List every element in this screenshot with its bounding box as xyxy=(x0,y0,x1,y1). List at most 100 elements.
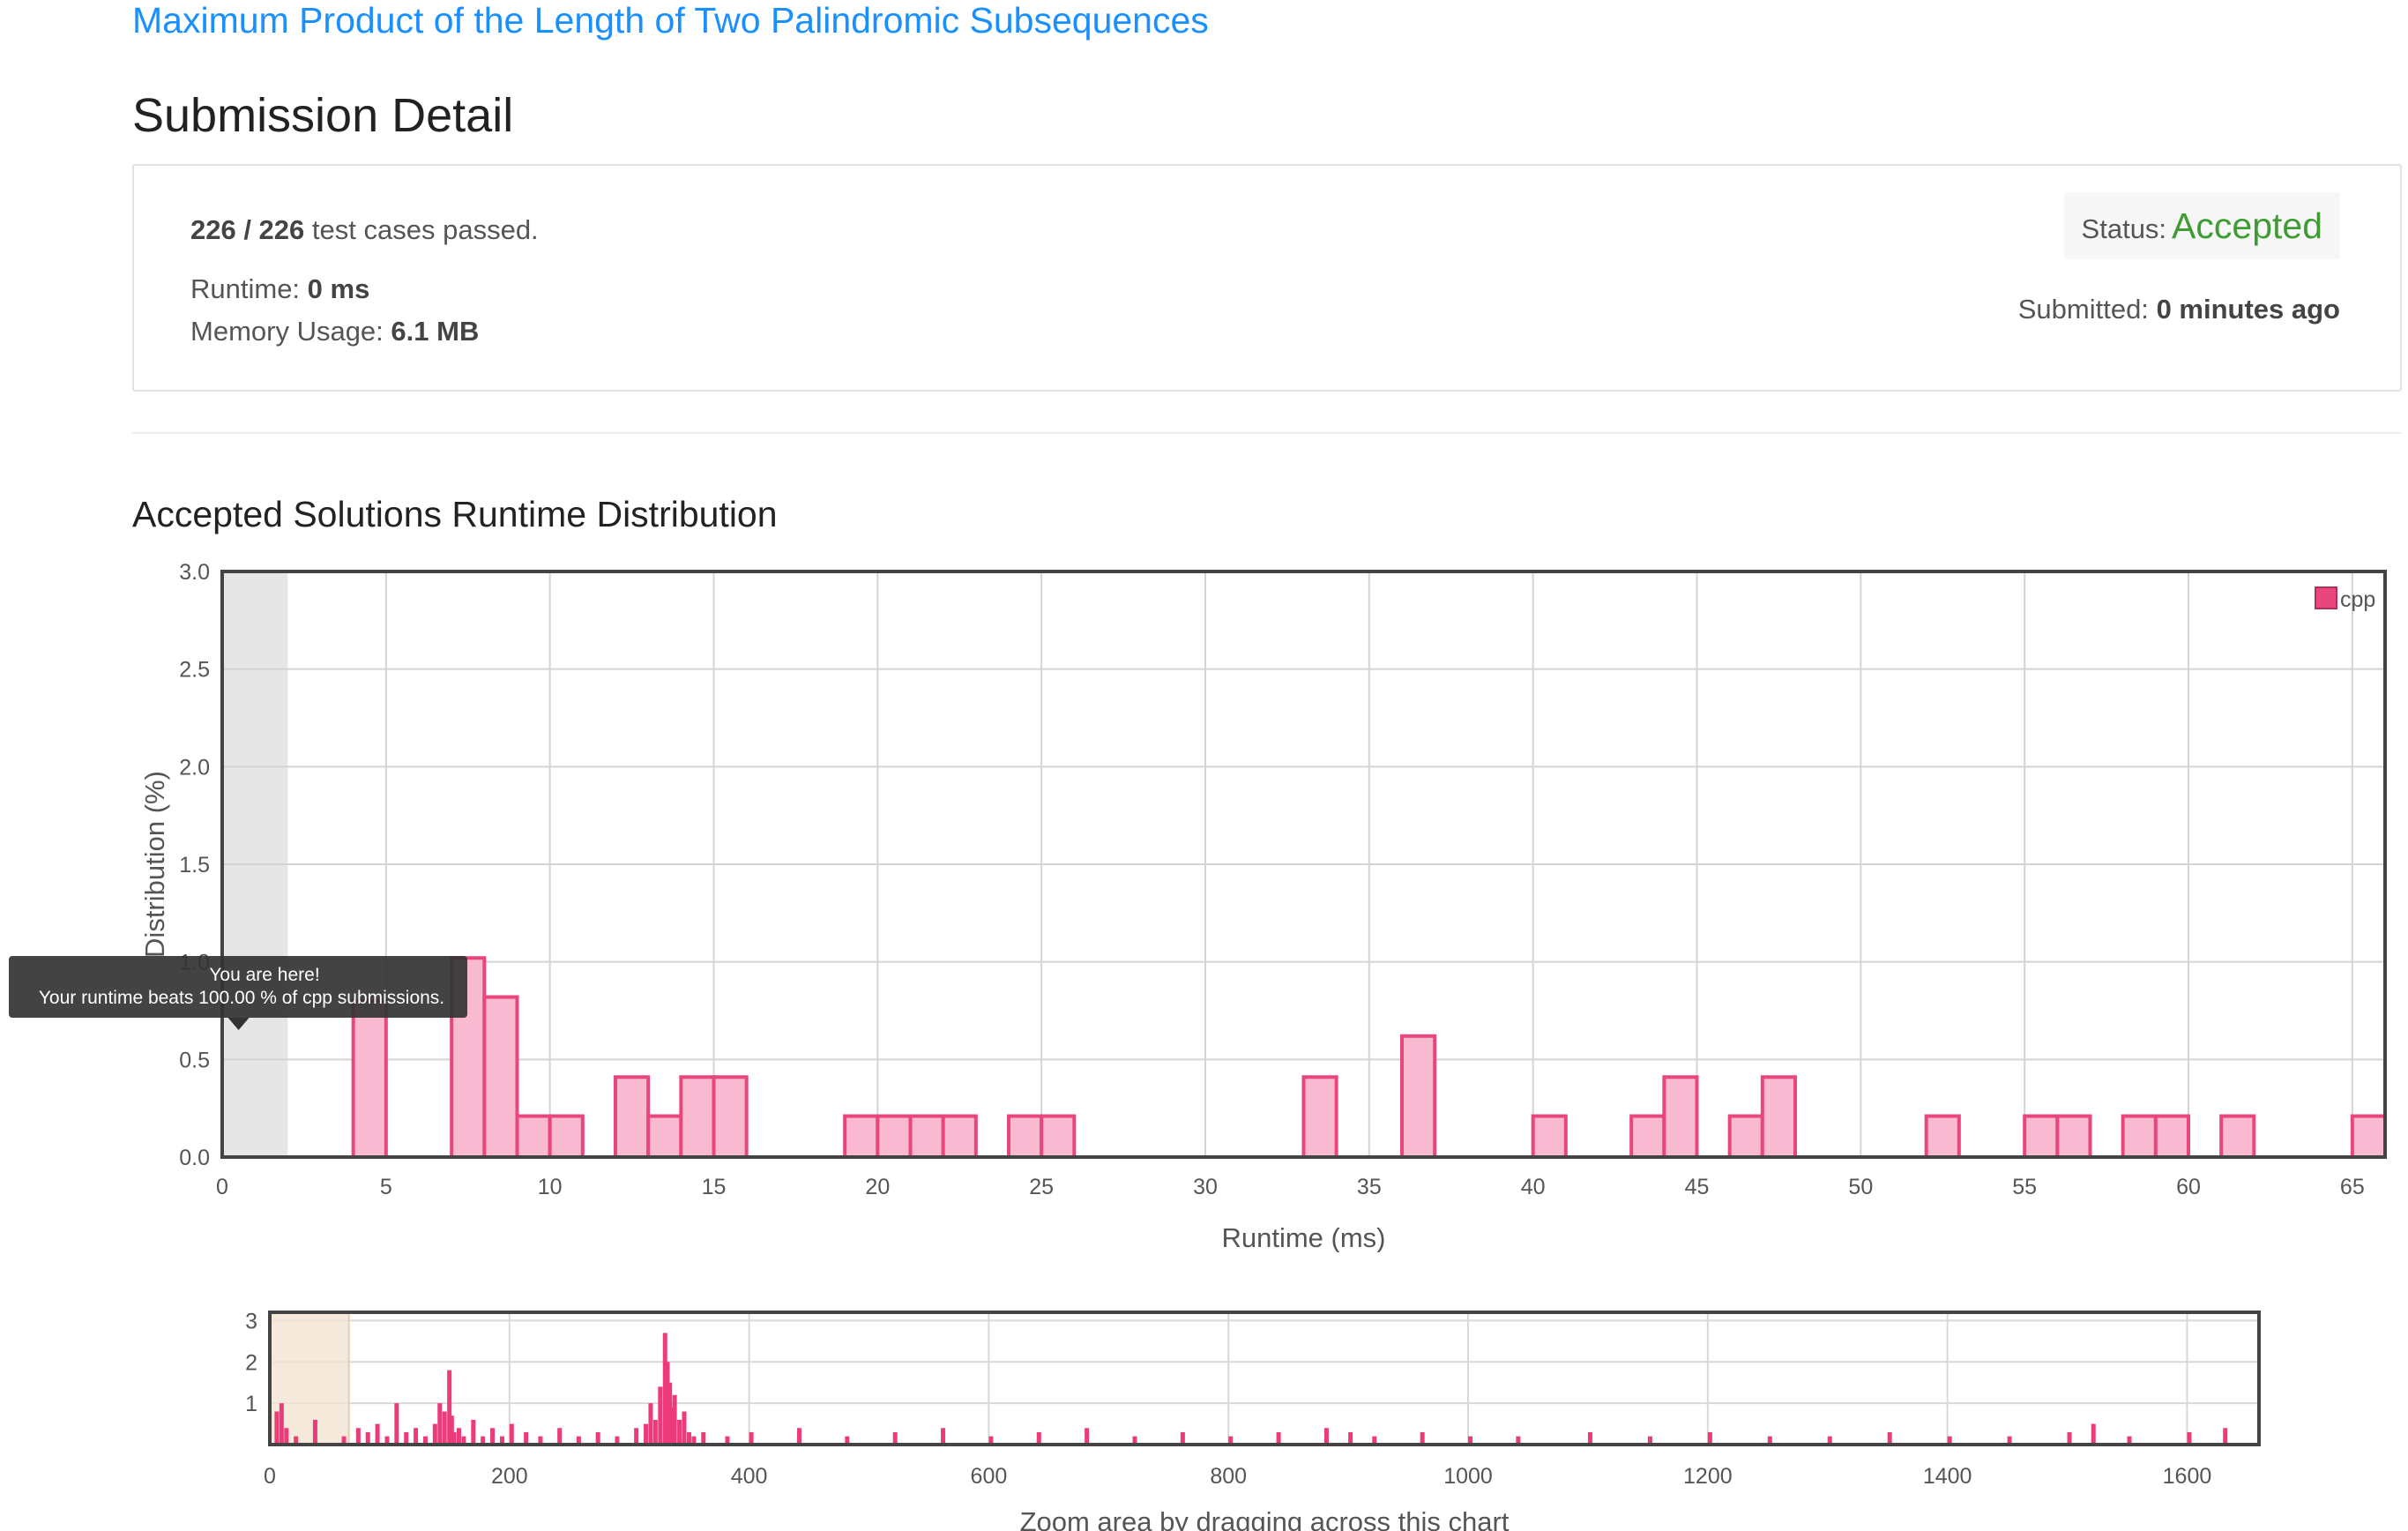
nav-bar xyxy=(634,1428,639,1445)
x-tick-label: 45 xyxy=(1685,1175,1710,1199)
nav-x-tick-label: 200 xyxy=(491,1464,528,1489)
histogram-bar xyxy=(843,1114,880,1160)
page-title: Submission Detail xyxy=(132,89,514,142)
runtime-label: Runtime: xyxy=(190,273,301,304)
nav-x-tick-label: 600 xyxy=(971,1464,1008,1489)
nav-bar xyxy=(1372,1436,1377,1445)
tooltip-pointer xyxy=(227,1018,250,1030)
histogram-bar xyxy=(515,1114,552,1160)
y-tick-label: 2.0 xyxy=(179,755,210,780)
runtime-value: 0 ms xyxy=(307,273,370,304)
nav-x-tick-label: 1400 xyxy=(1923,1464,1972,1489)
nav-y-tick-label: 3 xyxy=(245,1309,257,1333)
nav-bar xyxy=(595,1431,600,1445)
nav-bar xyxy=(662,1333,667,1445)
nav-bar xyxy=(686,1431,691,1445)
nav-bar xyxy=(665,1362,670,1445)
y-tick-label: 2.5 xyxy=(179,658,210,683)
x-axis-title: Runtime (ms) xyxy=(1221,1222,1385,1252)
nav-bar xyxy=(1323,1428,1329,1445)
nav-bar xyxy=(725,1436,730,1445)
nav-bar xyxy=(1085,1428,1090,1445)
histogram-bar xyxy=(2055,1114,2092,1160)
nav-bar xyxy=(1420,1431,1425,1445)
runtime-tooltip xyxy=(9,956,467,1018)
histogram-bar xyxy=(614,1075,651,1160)
histogram-bar xyxy=(2350,1114,2387,1160)
histogram-bar xyxy=(351,998,388,1160)
nav-bar xyxy=(1767,1436,1772,1445)
nav-bar xyxy=(499,1436,504,1445)
nav-bar xyxy=(294,1436,299,1445)
nav-bar xyxy=(2127,1436,2132,1445)
histogram-bar xyxy=(1040,1114,1077,1160)
nav-bar xyxy=(355,1428,361,1445)
nav-bar xyxy=(648,1403,653,1445)
nav-bar xyxy=(1647,1436,1652,1445)
nav-plot-frame xyxy=(268,1311,2261,1446)
histogram-bar xyxy=(876,1114,913,1160)
histogram-bar xyxy=(941,1114,978,1160)
nav-bar xyxy=(461,1436,466,1445)
histogram-bar xyxy=(1007,1114,1044,1160)
x-tick-label: 5 xyxy=(380,1175,392,1199)
histogram-bar xyxy=(1924,1114,1961,1160)
tooltip-line-2: Your runtime beats 100.00 % of cpp submi… xyxy=(39,988,444,1008)
submitted-time: Submitted: 0 minutes ago xyxy=(2018,294,2340,325)
nav-bar xyxy=(892,1431,898,1445)
x-tick-label: 10 xyxy=(538,1175,563,1199)
nav-bar xyxy=(471,1419,476,1445)
nav-bar xyxy=(1132,1436,1137,1445)
nav-bar xyxy=(437,1403,443,1445)
y-tick-label: 0.0 xyxy=(179,1146,210,1170)
nav-bar xyxy=(432,1423,437,1445)
x-tick-label: 40 xyxy=(1521,1175,1546,1199)
nav-bar xyxy=(615,1436,620,1445)
legend-swatch[interactable] xyxy=(2315,586,2337,609)
nav-bar xyxy=(449,1415,454,1445)
x-tick-label: 35 xyxy=(1357,1175,1382,1199)
nav-bar xyxy=(442,1411,447,1445)
nav-bar xyxy=(669,1407,675,1445)
y-tick-label: 3.0 xyxy=(179,560,210,585)
nav-bar xyxy=(1887,1431,1892,1445)
histogram-bar xyxy=(2023,1114,2060,1160)
nav-x-tick-label: 0 xyxy=(264,1464,276,1489)
histogram-bar xyxy=(1531,1114,1568,1160)
nav-zoom-hint: Zoom area by dragging across this chart xyxy=(1020,1506,1510,1531)
nav-bar xyxy=(796,1428,801,1445)
nav-bar xyxy=(457,1428,462,1445)
nav-bar xyxy=(941,1428,946,1445)
runtime-row: Runtime: 0 ms xyxy=(190,273,369,305)
x-tick-label: 15 xyxy=(702,1175,727,1199)
memory-row: Memory Usage: 6.1 MB xyxy=(190,316,479,347)
histogram-bar xyxy=(646,1114,683,1160)
nav-bar xyxy=(1947,1436,1952,1445)
nav-bar xyxy=(749,1431,754,1445)
nav-bar xyxy=(644,1423,649,1445)
tooltip-line-1: You are here! xyxy=(209,965,319,985)
test-cases-passed: 226 / 226 test cases passed. xyxy=(190,214,539,246)
nav-bar xyxy=(312,1419,317,1445)
status-accepted: Accepted xyxy=(2172,205,2322,246)
nav-bar xyxy=(2223,1428,2228,1445)
runtime-distribution-chart[interactable]: 051015202530354045505560650.00.51.01.52.… xyxy=(0,547,2408,1252)
nav-bar xyxy=(1587,1431,1592,1445)
legend-label-cpp[interactable]: cpp xyxy=(2340,587,2375,612)
nav-x-tick-label: 1600 xyxy=(2163,1464,2212,1489)
nav-bar xyxy=(701,1431,706,1445)
problem-title-link[interactable]: Maximum Product of the Length of Two Pal… xyxy=(132,0,1209,41)
status-label: Status: xyxy=(2081,213,2167,244)
histogram-bar xyxy=(482,995,519,1159)
zoom-navigator-chart[interactable]: 0 200 400 600 800 1000 1200 1400 1600 1 2 3 Zoom are… xyxy=(0,1288,2408,1531)
nav-bar xyxy=(691,1436,697,1445)
nav-bar xyxy=(274,1411,280,1445)
histogram-bar xyxy=(1760,1075,1798,1160)
x-tick-label: 65 xyxy=(2340,1175,2365,1199)
submitted-label: Submitted: xyxy=(2017,294,2149,325)
nav-plot-background xyxy=(270,1312,2259,1445)
section-divider xyxy=(132,432,2402,434)
x-tick-label: 0 xyxy=(216,1175,228,1199)
nav-bar xyxy=(524,1431,529,1445)
nav-bar xyxy=(1827,1436,1832,1445)
